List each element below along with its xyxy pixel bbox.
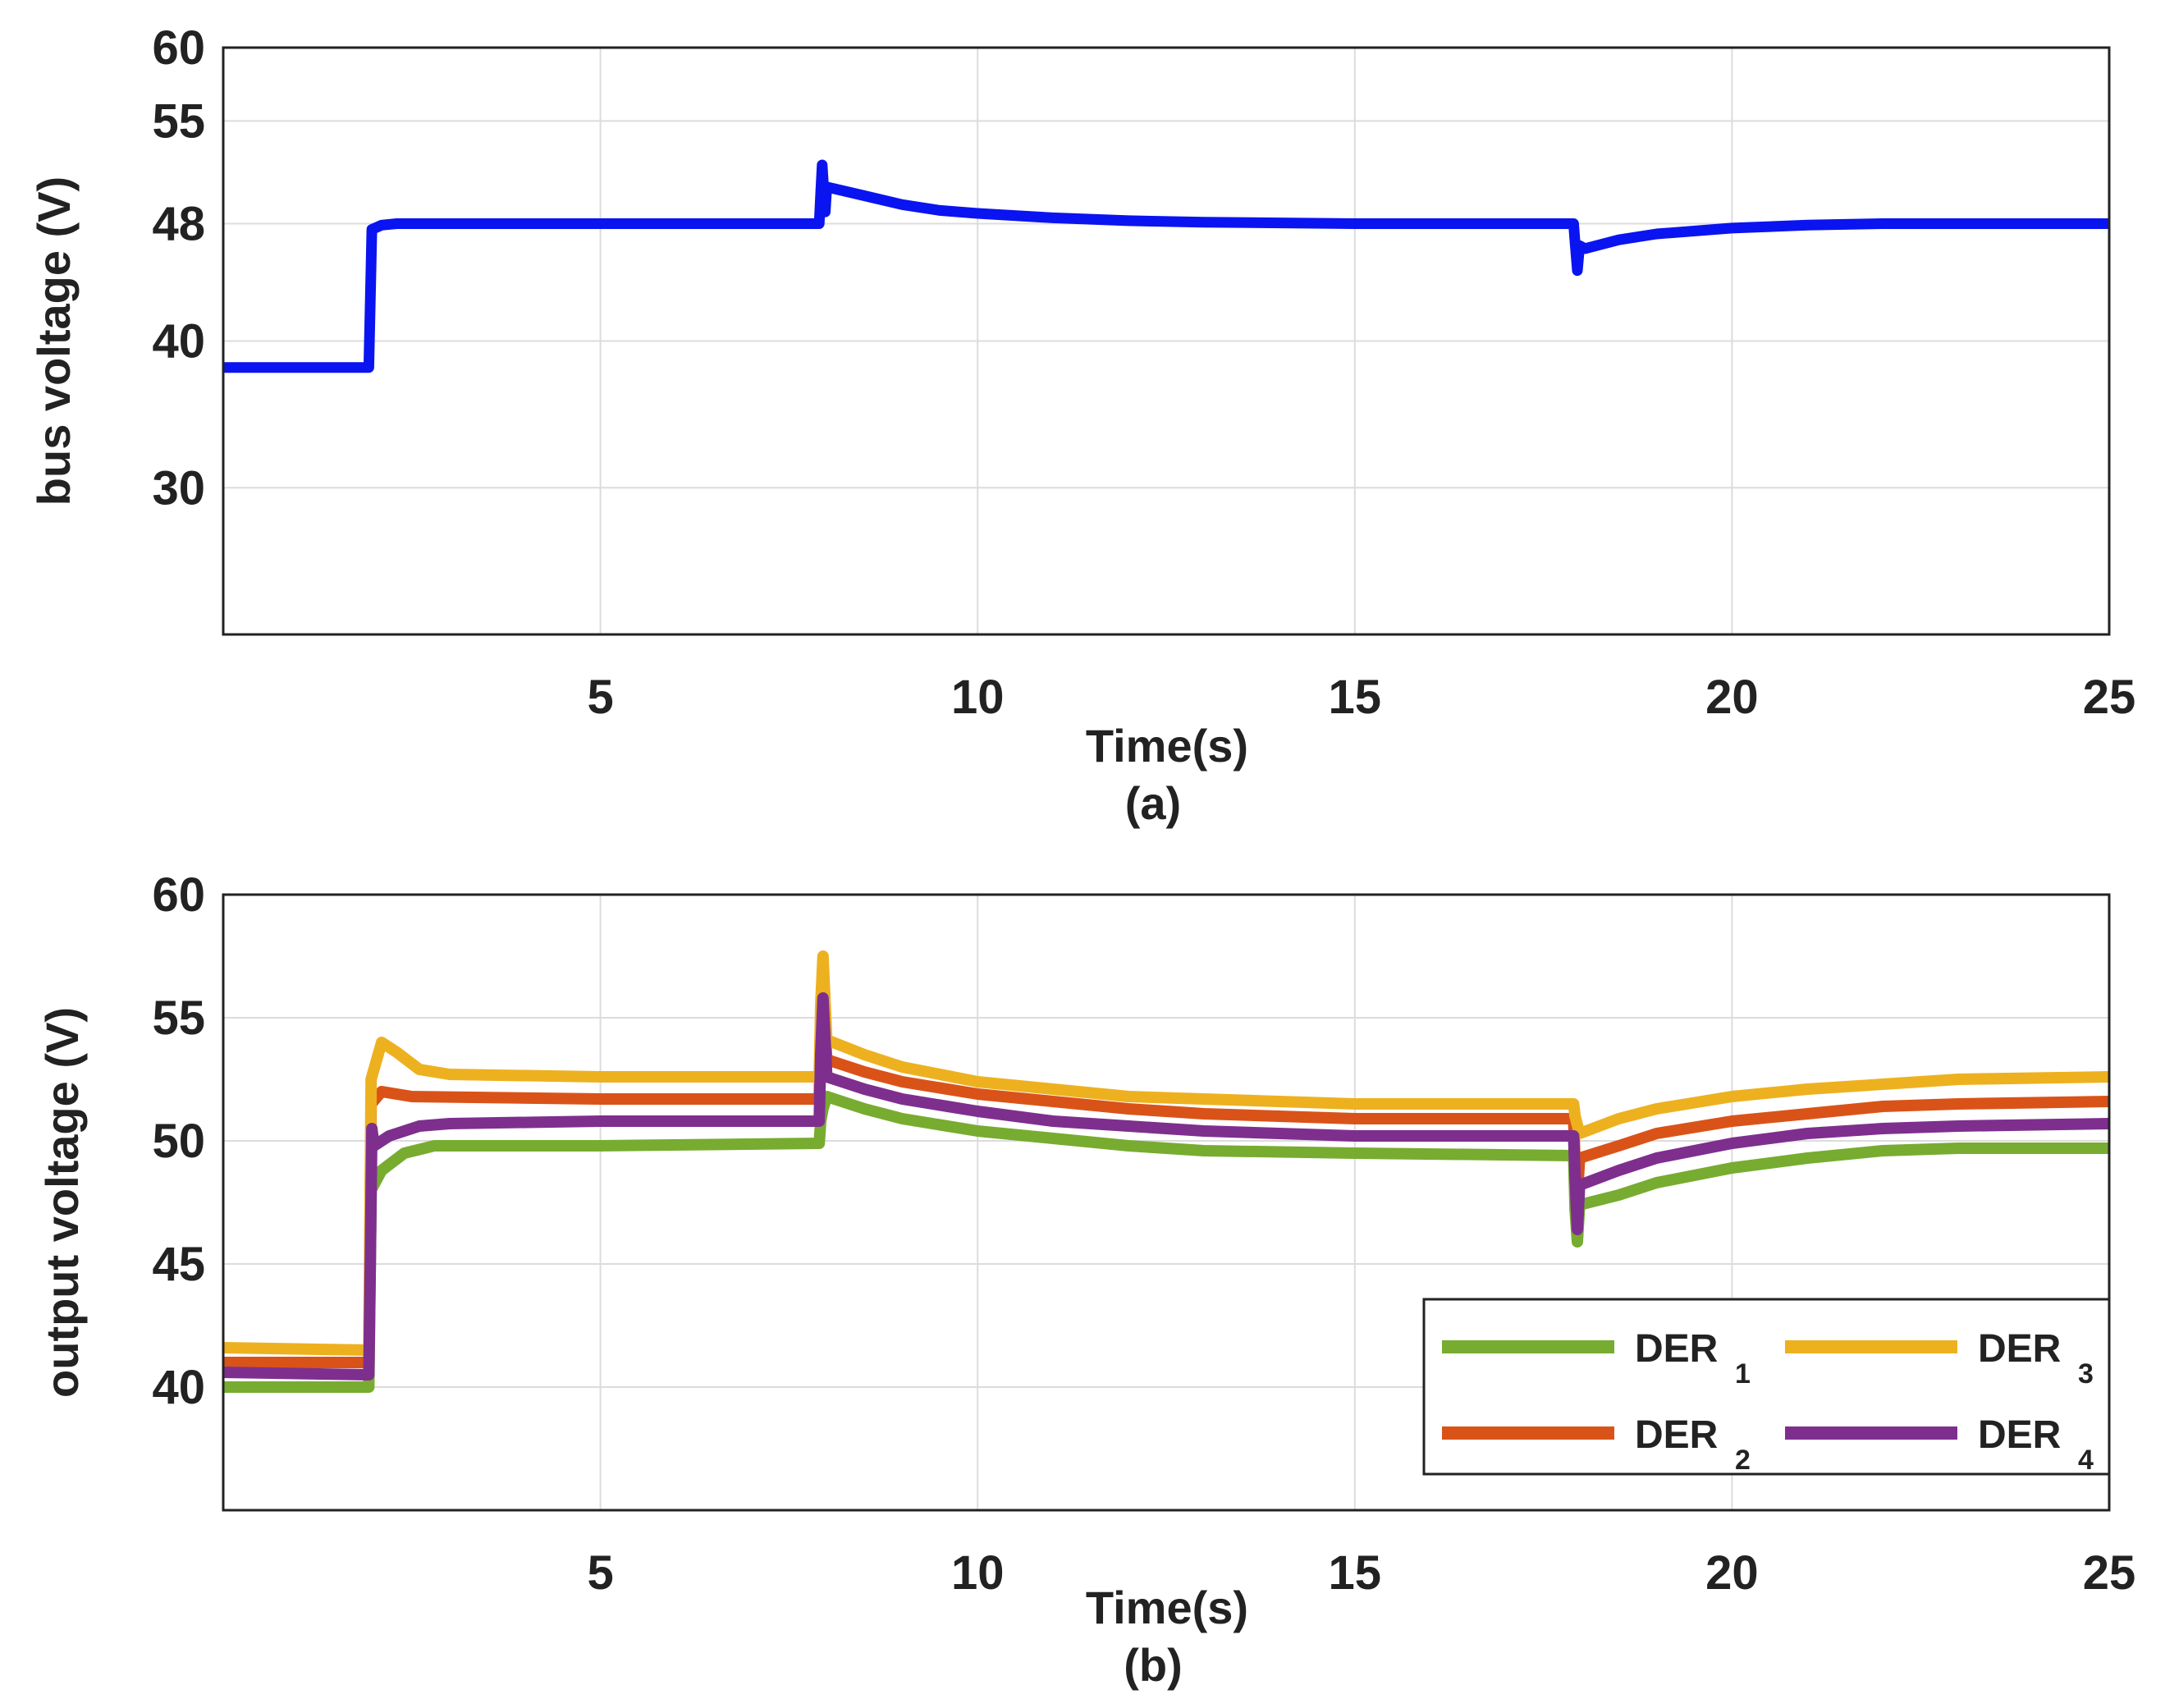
panel-label-a: (a) — [1125, 777, 1181, 829]
legend-label-1: DER — [1635, 1327, 1718, 1371]
y-tick-label: 30 — [152, 461, 205, 515]
legend-box — [1422, 1298, 2111, 1476]
y-tick-label: 40 — [152, 315, 205, 369]
chart-panel-a: 5 10 15 20 25 30 40 48 55 60 bus voltage (V) Time… — [28, 21, 2135, 829]
x-tick-label: 20 — [1705, 671, 1759, 724]
series-line-b-2 — [223, 987, 2110, 1368]
y-axis-label-b: output voltage (V) — [36, 1007, 88, 1398]
x-tick-label: 15 — [1329, 671, 1382, 724]
series-line-b-4 — [222, 992, 2110, 1381]
series-line-b-1 — [223, 1091, 2109, 1393]
x-tick-label: 5 — [587, 1546, 613, 1600]
series-line-a-1 — [223, 159, 2109, 373]
panel-label-b: (b) — [1124, 1639, 1183, 1691]
chart-panel-b: 5 10 15 20 25 40 45 50 55 60 output voltage (V) T… — [36, 868, 2135, 1691]
plot-frame-a — [222, 46, 2111, 636]
legend: DER 1 DER 2 DER 3 DER 4 — [1422, 1298, 2111, 1476]
series-line-b-3 — [222, 950, 2110, 1356]
tick-labels-b: 5 10 15 20 25 40 45 50 55 60 — [152, 868, 2135, 1600]
series-b — [222, 950, 2110, 1393]
x-tick-label: 20 — [1705, 1546, 1759, 1600]
y-tick-label: 45 — [152, 1238, 205, 1291]
y-tick-label: 48 — [152, 198, 205, 251]
x-tick-label: 10 — [951, 1546, 1005, 1600]
x-tick-label: 15 — [1329, 1546, 1382, 1600]
x-axis-label-a: Time(s) — [1086, 720, 1248, 772]
tick-labels-a: 5 10 15 20 25 30 40 48 55 60 — [152, 21, 2135, 724]
x-axis-label-b: Time(s) — [1086, 1582, 1248, 1633]
legend-subscript-1: 1 — [1735, 1358, 1751, 1390]
legend-label-3: DER — [1978, 1327, 2061, 1371]
y-tick-label: 55 — [152, 991, 205, 1045]
legend-subscript-4: 4 — [2078, 1445, 2094, 1476]
legend-subscript-2: 2 — [1735, 1445, 1751, 1476]
y-axis-label-a: bus voltage (V) — [28, 176, 80, 506]
legend-label-2: DER — [1635, 1413, 1718, 1457]
y-tick-label: 55 — [152, 94, 205, 148]
legend-label-4: DER — [1978, 1413, 2061, 1457]
y-tick-label: 40 — [152, 1361, 205, 1414]
x-tick-label: 10 — [951, 671, 1005, 724]
y-tick-label: 60 — [152, 21, 205, 75]
y-tick-label: 60 — [152, 868, 205, 922]
x-tick-label: 25 — [2083, 671, 2136, 724]
legend-subscript-3: 3 — [2078, 1358, 2094, 1390]
series-a — [223, 159, 2109, 373]
x-tick-label: 5 — [587, 671, 613, 724]
x-tick-label: 25 — [2083, 1546, 2136, 1600]
plot-frame-b — [222, 893, 2111, 1512]
y-tick-label: 50 — [152, 1115, 205, 1168]
